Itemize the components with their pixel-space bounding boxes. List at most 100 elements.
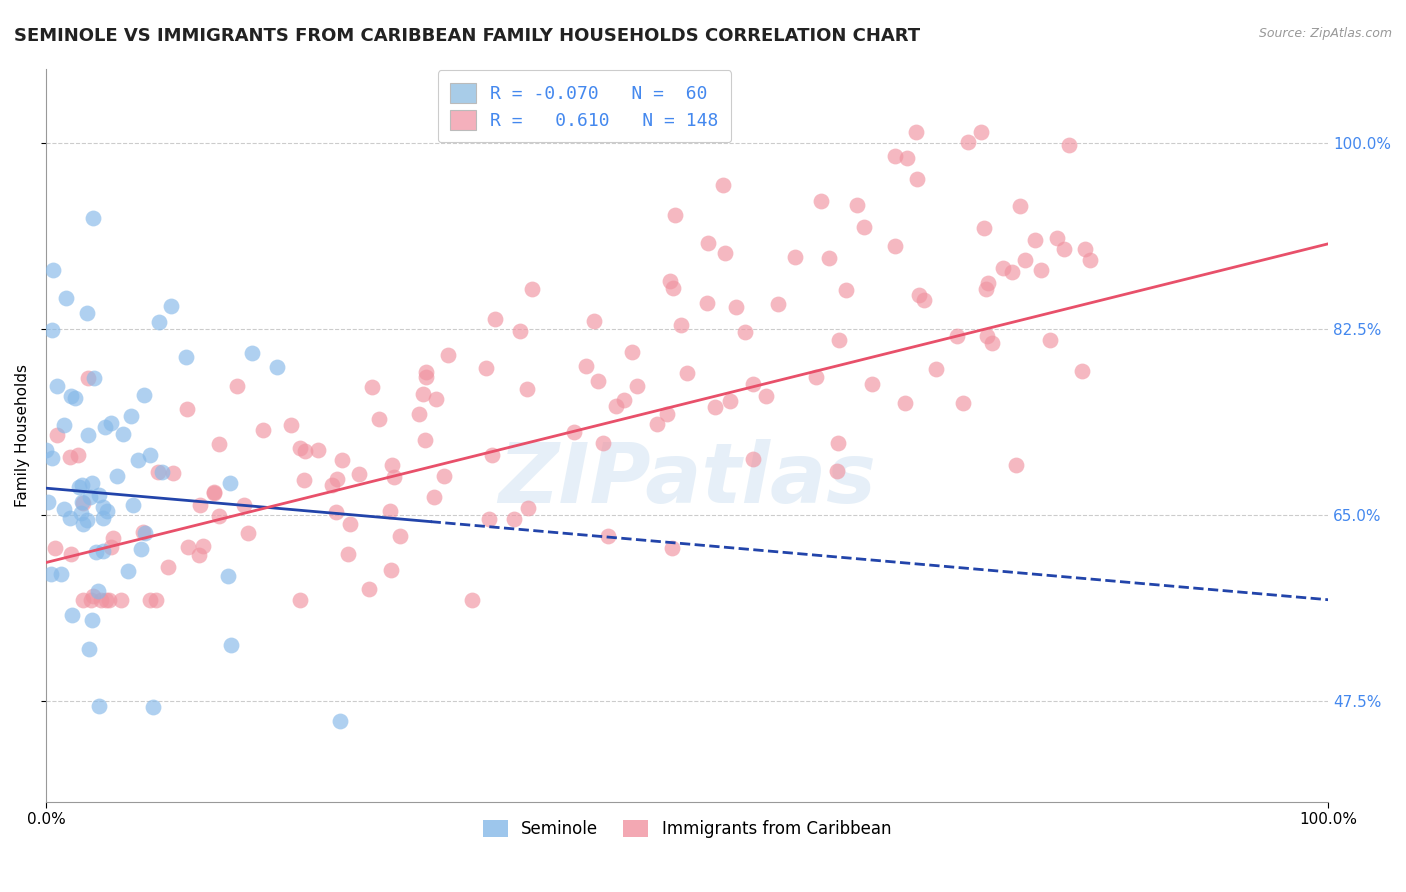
Point [1029, 262, 1052, 277]
Point [46, 378, 69, 392]
Point [70, 494, 93, 508]
Point [174, 351, 197, 365]
Point [129, 542, 152, 557]
Point [755, 389, 778, 403]
Point [91, 511, 114, 525]
Point [381, 458, 404, 472]
Point [976, 329, 998, 343]
Point [655, 407, 678, 421]
Point [90, 592, 112, 607]
Text: ZIPatlas: ZIPatlas [498, 439, 876, 519]
Point [266, 359, 288, 374]
Point [217, 569, 239, 583]
Point [339, 517, 361, 532]
Point [127, 452, 149, 467]
Point [783, 250, 806, 264]
Point [219, 475, 242, 490]
Point [72, 496, 94, 510]
Point [349, 467, 371, 481]
Point [131, 524, 153, 539]
Point [290, 441, 312, 455]
Point [742, 377, 765, 392]
Point [806, 369, 828, 384]
Point [481, 448, 503, 462]
Point [413, 433, 436, 447]
Point [240, 346, 263, 360]
Point [156, 559, 179, 574]
Point [626, 379, 648, 393]
Point [177, 541, 200, 555]
Point [329, 714, 352, 728]
Point [66, 448, 89, 462]
Point [134, 526, 156, 541]
Legend: Seminole, Immigrants from Caribbean: Seminole, Immigrants from Caribbean [477, 813, 898, 845]
Point [238, 525, 260, 540]
Point [382, 469, 405, 483]
Point [461, 592, 484, 607]
Point [202, 486, 225, 500]
Point [884, 149, 907, 163]
Point [696, 296, 718, 310]
Point [484, 311, 506, 326]
Point [307, 443, 329, 458]
Point [148, 465, 170, 479]
Point [84, 545, 107, 559]
Point [96, 504, 118, 518]
Point [474, 360, 496, 375]
Point [437, 348, 460, 362]
Point [894, 396, 917, 410]
Point [741, 451, 763, 466]
Point [53, 501, 76, 516]
Point [72, 516, 94, 531]
Point [908, 288, 931, 302]
Point [714, 245, 737, 260]
Point [1074, 242, 1097, 256]
Point [191, 539, 214, 553]
Point [152, 466, 174, 480]
Point [1053, 243, 1076, 257]
Point [280, 418, 302, 433]
Point [711, 178, 734, 192]
Point [91, 544, 114, 558]
Point [188, 548, 211, 562]
Point [696, 235, 718, 250]
Point [208, 509, 231, 524]
Point [139, 448, 162, 462]
Point [896, 151, 918, 165]
Point [860, 376, 883, 391]
Point [105, 469, 128, 483]
Point [478, 511, 501, 525]
Point [117, 564, 139, 578]
Text: SEMINOLE VS IMMIGRANTS FROM CARIBBEAN FAMILY HOUSEHOLDS CORRELATION CHART: SEMINOLE VS IMMIGRANTS FROM CARIBBEAN FA… [14, 27, 920, 45]
Point [952, 396, 974, 410]
Point [810, 194, 832, 208]
Point [945, 329, 967, 343]
Point [59, 389, 82, 403]
Point [1078, 252, 1101, 267]
Point [139, 592, 162, 607]
Point [582, 314, 605, 328]
Point [82, 211, 104, 225]
Point [598, 529, 620, 543]
Point [828, 334, 851, 348]
Point [41, 323, 63, 337]
Point [63, 392, 86, 406]
Point [79, 490, 101, 504]
Point [132, 388, 155, 402]
Point [520, 282, 543, 296]
Point [89, 488, 111, 502]
Point [974, 282, 997, 296]
Point [659, 274, 682, 288]
Point [110, 592, 132, 607]
Point [725, 301, 748, 315]
Point [676, 366, 699, 380]
Point [517, 501, 540, 516]
Point [82, 589, 104, 603]
Point [956, 135, 979, 149]
Point [44, 541, 66, 556]
Point [76, 513, 98, 527]
Point [330, 453, 353, 467]
Point [42, 262, 65, 277]
Point [574, 359, 596, 374]
Point [433, 468, 456, 483]
